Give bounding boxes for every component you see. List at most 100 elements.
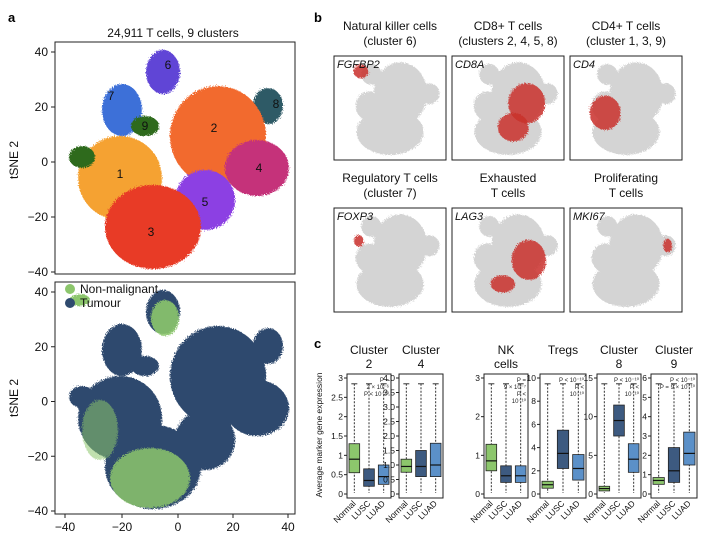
panel-a-letter: a xyxy=(8,10,16,25)
marker-map-title: Proliferating xyxy=(594,171,658,185)
cluster-9-region xyxy=(131,116,159,136)
boxplot-title: Cluster xyxy=(600,343,638,357)
boxplot-ytick-label: 5 xyxy=(642,392,647,402)
boxplot-box xyxy=(556,429,570,469)
boxplot-pvalue: P < 10⁻¹⁰ xyxy=(559,377,585,384)
boxplot-ytick-label: 1 xyxy=(642,470,647,480)
marker-gene-label: FOXP3 xyxy=(337,211,374,223)
boxplot-ytick-label: 1.5 xyxy=(383,446,395,456)
panel-b-letter: b xyxy=(314,10,322,25)
cluster-4-region xyxy=(225,140,289,196)
boxplot-ytick-label: 0 xyxy=(531,489,536,499)
boxplot-title: Tregs xyxy=(548,343,578,357)
legend-tumour: Tumour xyxy=(80,296,121,310)
marker-map-subtitle: (cluster 1, 3, 9) xyxy=(586,34,666,48)
boxplot-pvalue: 10⁻¹⁰ xyxy=(570,391,585,398)
boxplot-ytick-label: 1.0 xyxy=(383,460,395,470)
boxplot-panel: Cluster44.03.53.02.52.01.51.00.50NormalL… xyxy=(383,343,444,525)
boxplot-box xyxy=(429,442,442,477)
boxplot-box xyxy=(348,443,361,474)
top-ytick-tick-label: 20 xyxy=(35,100,49,114)
boxplot-ytick-label: 15 xyxy=(584,373,594,383)
boxplot-ytick-label: 3 xyxy=(642,431,647,441)
cluster-3-region xyxy=(105,185,201,269)
panel-a-title: 24,911 T cells, 9 clusters xyxy=(107,26,238,40)
boxplot-ytick-label: 0 xyxy=(642,489,647,499)
boxplot-pvalue: P = xyxy=(517,378,527,384)
boxplot-title: Cluster xyxy=(655,343,693,357)
boxplot-box xyxy=(514,465,527,483)
boxplot-ytick-label: 0 xyxy=(390,489,395,499)
cluster-label-4: 4 xyxy=(256,161,263,175)
boxplot-ytick-label: 0.5 xyxy=(383,475,395,485)
boxplot-ytick-label: 2 xyxy=(642,450,647,460)
boxplot-pvalue: 2 × 10⁻⁶ xyxy=(367,384,390,391)
top-ytick-tick-label: −20 xyxy=(28,210,49,224)
boxplot-ytick-label: 0 xyxy=(338,489,343,499)
bottom-xtick-label: −20 xyxy=(112,520,133,534)
top-ytick-tick-label: 0 xyxy=(41,155,48,169)
tsne-tumour-plot: Non-malignant Tumour xyxy=(54,281,296,515)
boxplot-ytick-label: 0 xyxy=(475,489,480,499)
marker-map-subtitle: (cluster 6) xyxy=(363,34,416,48)
marker-map-fgfbp2: Natural killer cells(cluster 6) FGFBP2 xyxy=(333,19,447,161)
boxplot-ytick-label: 3.5 xyxy=(383,388,395,398)
bottom-ytick-tick-label: −20 xyxy=(28,449,49,463)
marker-map-title: CD4+ T cells xyxy=(592,19,661,33)
boxplot-box xyxy=(627,443,640,473)
bottom-ytick-tick-label: 40 xyxy=(35,285,49,299)
boxplot-box xyxy=(500,465,512,483)
marker-map-subtitle: T cells xyxy=(609,186,643,200)
cluster-9b-region xyxy=(69,146,95,168)
boxplot-box xyxy=(485,443,498,472)
boxplot-box xyxy=(415,450,427,478)
boxplot-ytick-label: 10 xyxy=(527,373,537,383)
boxplot-ytick-label: 0.5 xyxy=(331,470,343,480)
bottom-ytick-tick-label: −40 xyxy=(28,504,49,518)
boxplot-box xyxy=(667,447,681,483)
tsne-cluster-plot: 1 2 3 4 5 6 7 8 9 xyxy=(54,41,296,275)
bottom-xtick-label: 40 xyxy=(281,520,295,534)
bottom-xtick-label: 0 xyxy=(175,520,182,534)
boxplot-ytick-label: 3.0 xyxy=(383,402,395,412)
cluster-label-9: 9 xyxy=(142,119,149,133)
boxplot-pvalue: P < xyxy=(575,385,585,391)
boxplot-ytick-label: 2 xyxy=(338,412,343,422)
marker-gene-label: CD4 xyxy=(573,59,595,71)
boxplot-title: Cluster xyxy=(350,343,388,357)
marker-gene-label: CD8A xyxy=(455,59,484,71)
boxplot-ytick-label: 6 xyxy=(531,419,536,429)
boxplot-ytick-label: 1 xyxy=(475,450,480,460)
marker-map-subtitle: T cells xyxy=(491,186,525,200)
marker-gene-label: LAG3 xyxy=(455,211,484,223)
boxplot-ytick-label: 6 xyxy=(642,373,647,383)
boxplot-box xyxy=(377,464,390,485)
top-ytick-tick-label: 40 xyxy=(35,45,49,59)
cluster-label-8: 8 xyxy=(273,97,280,111)
boxplot-ytick-label: 3 xyxy=(338,373,343,383)
boxplot-pvalue: 10⁻¹⁰ xyxy=(512,398,527,405)
cluster-6-region xyxy=(146,50,180,94)
boxplot-ytick-label: 10 xyxy=(584,412,594,422)
cluster-label-5: 5 xyxy=(202,195,209,209)
boxplot-ytick-label: 2.5 xyxy=(331,392,343,402)
boxplot-pvalue: P < 10⁻¹⁰ xyxy=(614,377,640,384)
boxplot-ytick-label: 4 xyxy=(531,443,536,453)
cluster-label-3: 3 xyxy=(148,225,155,239)
boxplot-pvalue: P < 10⁻¹⁰ xyxy=(670,377,696,384)
boxplot-subtitle: 2 xyxy=(366,357,373,371)
marker-map-title: Exhausted xyxy=(480,171,537,185)
boxplot-ytick-label: 2 xyxy=(531,466,536,476)
boxplot-pvalue: P < xyxy=(517,392,527,398)
boxplot-box xyxy=(363,468,375,487)
boxplot-ytick-label: 2.0 xyxy=(383,431,395,441)
marker-map-cd4: CD4+ T cells(cluster 1, 3, 9) CD4 xyxy=(569,19,683,161)
cluster-label-2: 2 xyxy=(211,121,218,135)
boxplot-subtitle: 8 xyxy=(616,357,623,371)
